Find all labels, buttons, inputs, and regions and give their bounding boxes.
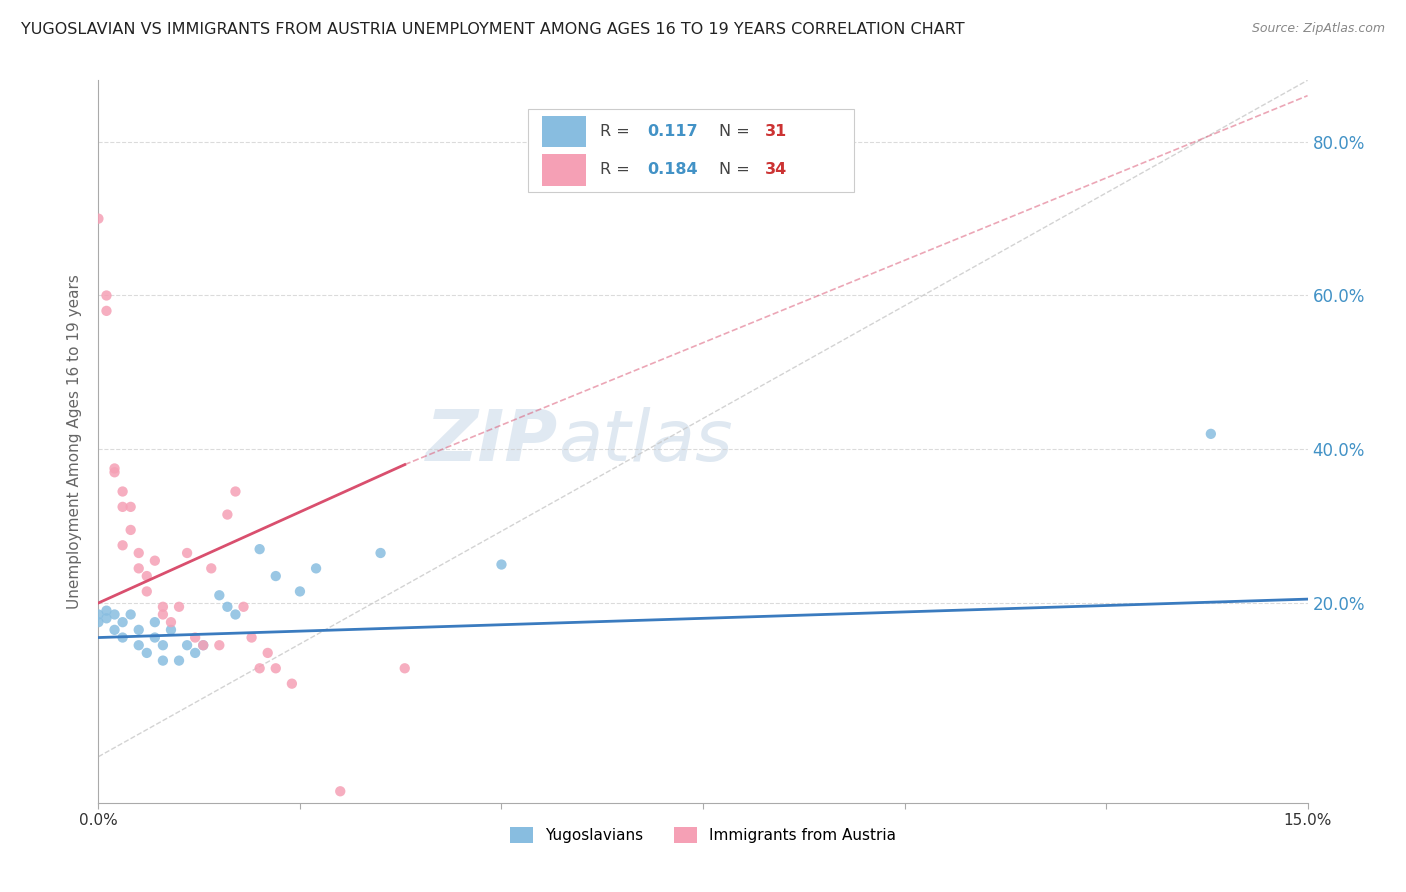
Point — [160, 623, 183, 637]
Point — [217, 599, 239, 614]
Text: N =: N = — [718, 162, 755, 178]
Point — [152, 607, 174, 622]
Point — [143, 631, 166, 645]
Point — [184, 646, 207, 660]
Text: atlas: atlas — [558, 407, 733, 476]
Legend: Yugoslavians, Immigrants from Austria: Yugoslavians, Immigrants from Austria — [503, 822, 903, 849]
Point — [143, 615, 166, 630]
Point — [264, 661, 287, 675]
Point — [256, 646, 278, 660]
Point — [135, 646, 157, 660]
Point — [96, 288, 118, 302]
Point — [491, 558, 513, 572]
Point — [176, 638, 198, 652]
Point — [167, 599, 190, 614]
Point — [281, 676, 304, 690]
Point — [135, 569, 157, 583]
Point — [200, 561, 222, 575]
Point — [103, 623, 125, 637]
Point — [103, 461, 125, 475]
Point — [87, 607, 110, 622]
Point — [103, 607, 125, 622]
Point — [160, 615, 183, 630]
Bar — [543, 154, 586, 186]
Point — [135, 584, 157, 599]
Text: 31: 31 — [765, 124, 787, 139]
Point — [329, 784, 352, 798]
Point — [240, 631, 263, 645]
Point — [111, 615, 134, 630]
Text: ZIP: ZIP — [426, 407, 558, 476]
Point — [96, 604, 118, 618]
Point — [208, 588, 231, 602]
Text: 0.117: 0.117 — [647, 124, 697, 139]
Point — [128, 623, 150, 637]
Point — [370, 546, 392, 560]
Point — [249, 542, 271, 557]
Point — [128, 546, 150, 560]
Point — [224, 484, 246, 499]
Point — [120, 500, 142, 514]
Point — [143, 554, 166, 568]
Point — [208, 638, 231, 652]
Point — [394, 661, 416, 675]
Point — [111, 538, 134, 552]
Point — [152, 654, 174, 668]
Point — [87, 615, 110, 630]
Point — [167, 654, 190, 668]
Point — [152, 599, 174, 614]
Point — [103, 465, 125, 479]
Point — [184, 631, 207, 645]
Text: N =: N = — [718, 124, 755, 139]
Point — [96, 611, 118, 625]
Text: R =: R = — [600, 124, 636, 139]
Point — [264, 569, 287, 583]
Text: YUGOSLAVIAN VS IMMIGRANTS FROM AUSTRIA UNEMPLOYMENT AMONG AGES 16 TO 19 YEARS CO: YUGOSLAVIAN VS IMMIGRANTS FROM AUSTRIA U… — [21, 22, 965, 37]
Point — [1199, 426, 1222, 441]
Point — [224, 607, 246, 622]
Bar — [543, 116, 586, 147]
Point — [128, 561, 150, 575]
Point — [176, 546, 198, 560]
Text: Source: ZipAtlas.com: Source: ZipAtlas.com — [1251, 22, 1385, 36]
Text: 34: 34 — [765, 162, 787, 178]
Point — [152, 638, 174, 652]
Point — [111, 631, 134, 645]
Point — [120, 523, 142, 537]
Point — [111, 500, 134, 514]
Point — [87, 211, 110, 226]
Point — [217, 508, 239, 522]
Point — [249, 661, 271, 675]
Point — [193, 638, 215, 652]
Point — [128, 638, 150, 652]
Point — [96, 304, 118, 318]
Text: R =: R = — [600, 162, 636, 178]
Point — [193, 638, 215, 652]
Text: 0.184: 0.184 — [647, 162, 697, 178]
Point — [288, 584, 311, 599]
Point — [120, 607, 142, 622]
Y-axis label: Unemployment Among Ages 16 to 19 years: Unemployment Among Ages 16 to 19 years — [67, 274, 83, 609]
Point — [111, 484, 134, 499]
FancyBboxPatch shape — [527, 109, 855, 193]
Point — [232, 599, 254, 614]
Point — [305, 561, 328, 575]
